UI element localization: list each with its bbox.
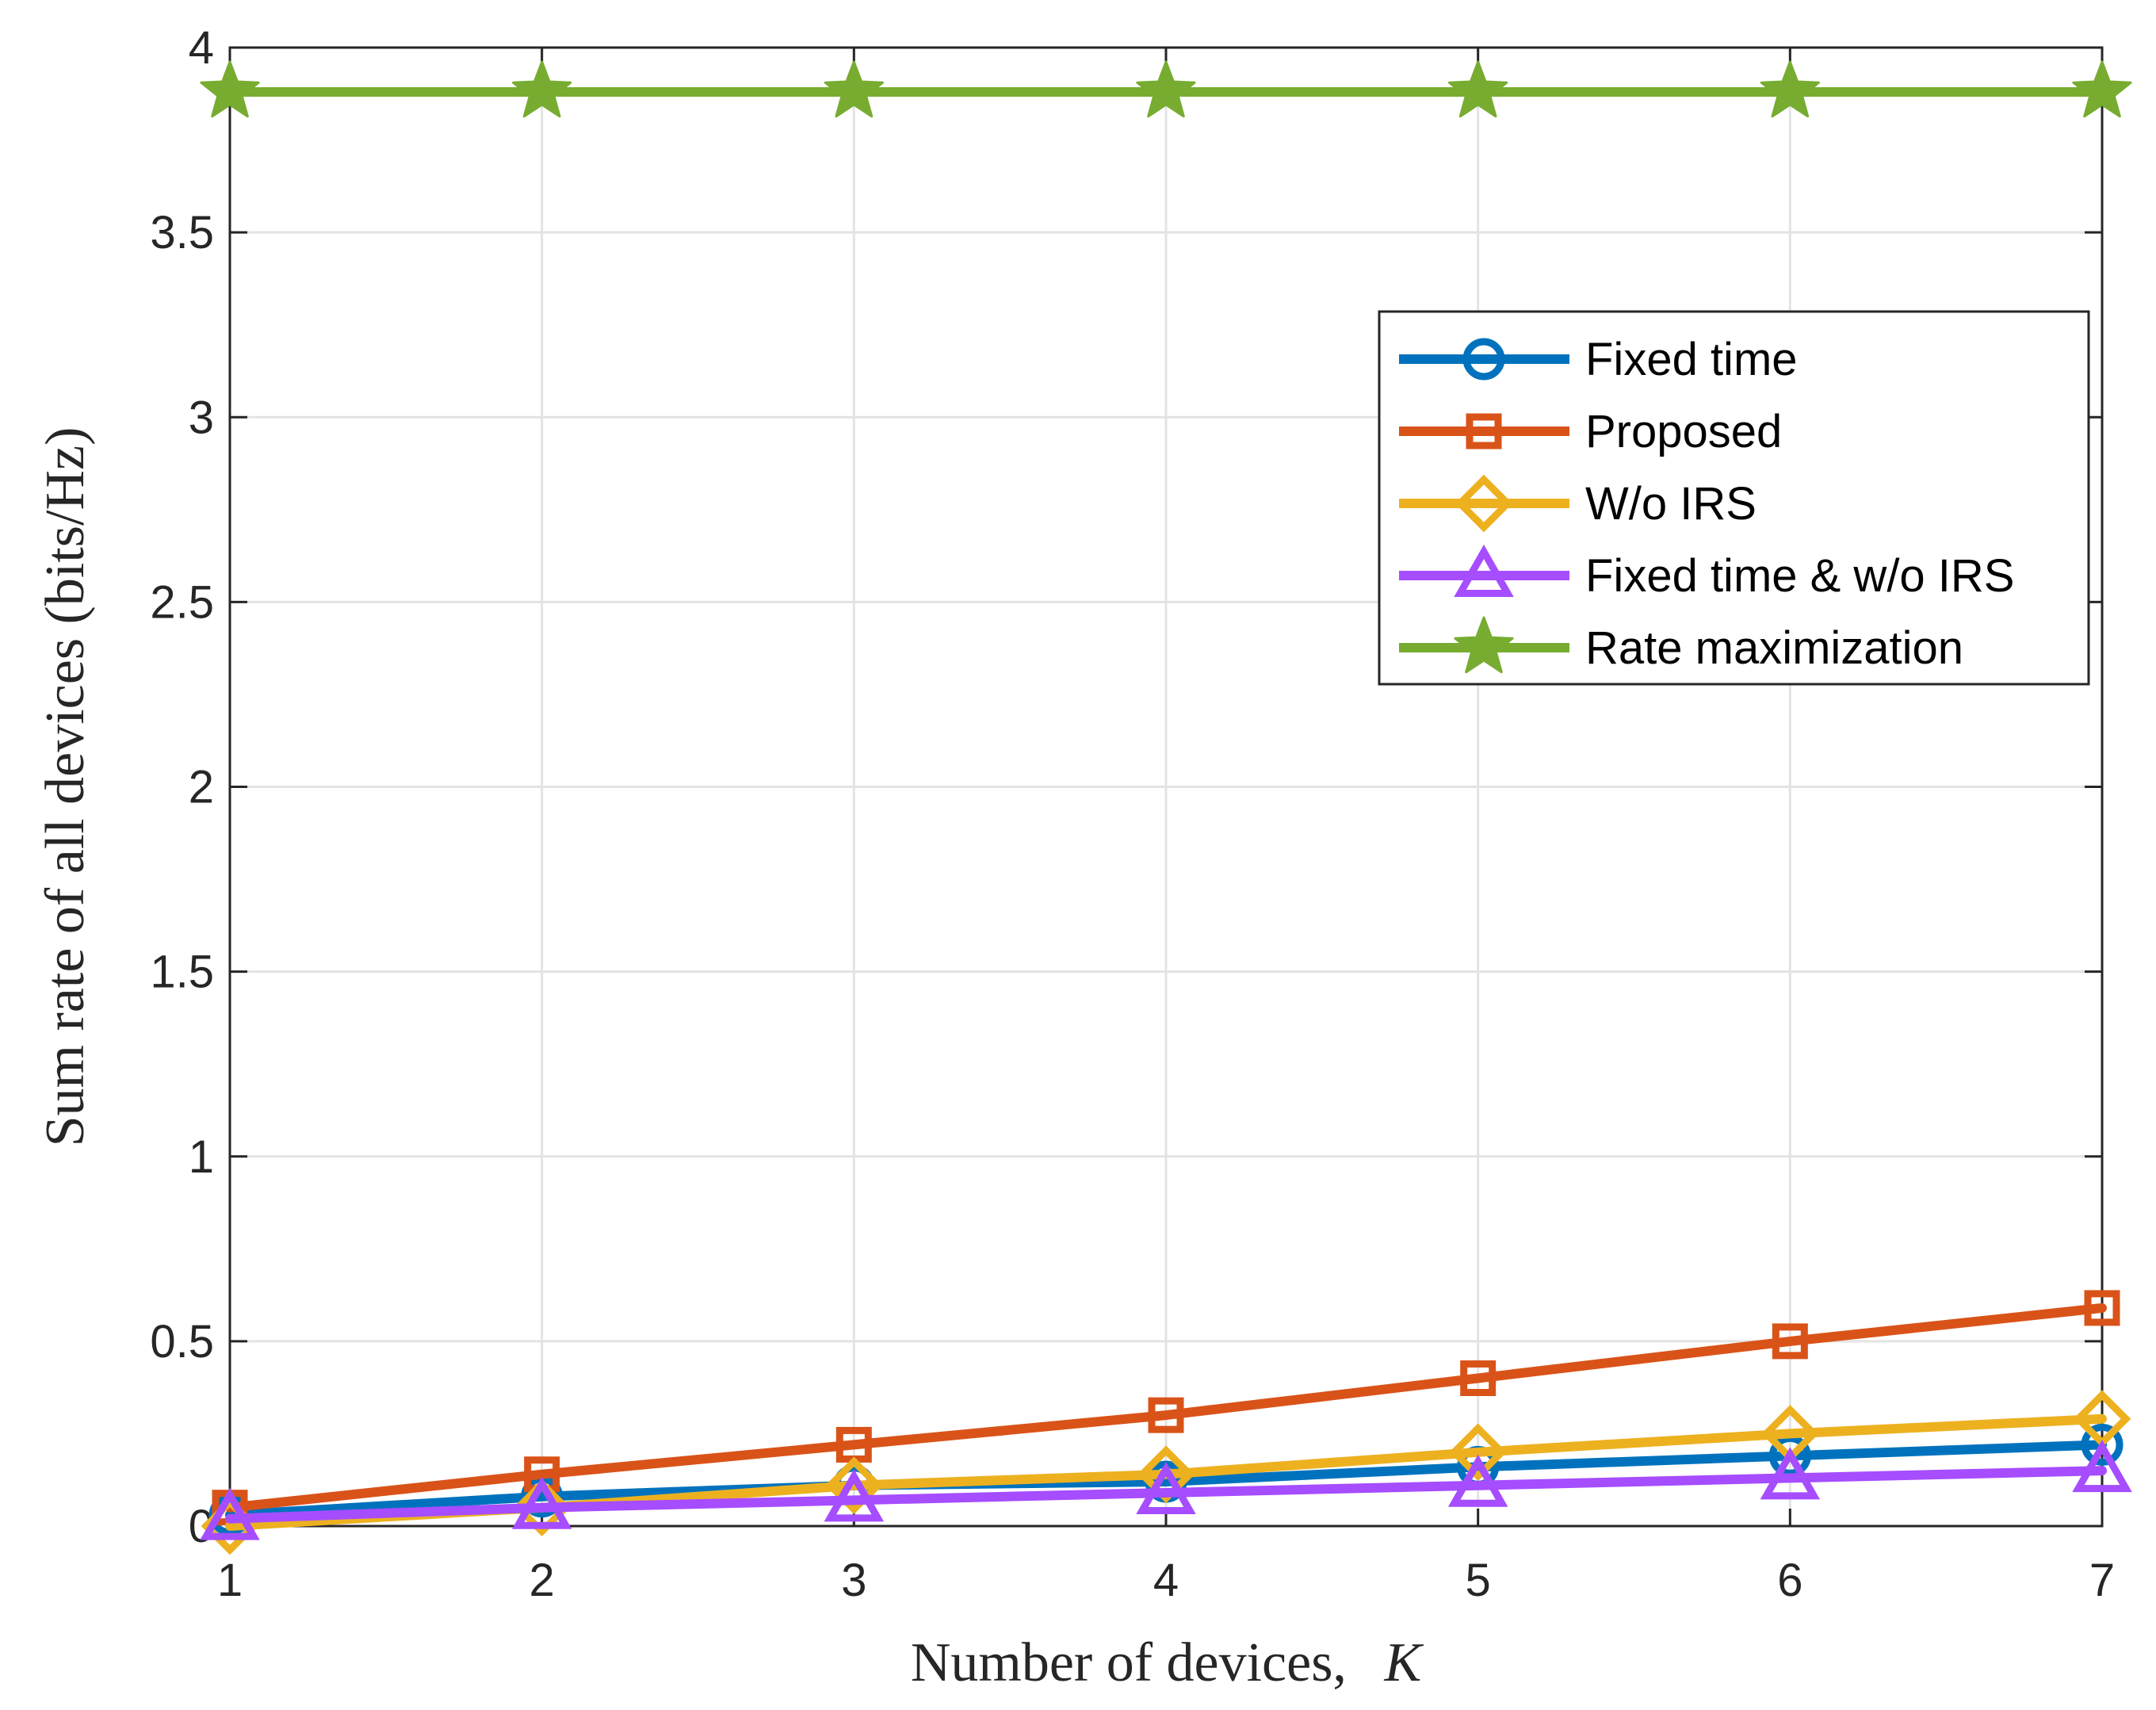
x-tick-label: 4 <box>1153 1555 1179 1606</box>
legend-label: Rate maximization <box>1585 622 1963 674</box>
data-point-proposed <box>1148 1397 1184 1433</box>
legend-marker <box>1455 474 1513 533</box>
legend-marker <box>1454 544 1514 597</box>
data-point-w-o-irs <box>1449 1423 1508 1482</box>
data-point-fixed-time-w-o-irs <box>1760 1447 1821 1500</box>
data-point-fixed-time-w-o-irs <box>1447 1454 1508 1507</box>
y-tick-label: 1 <box>189 1131 214 1183</box>
series-layer <box>200 60 2132 1555</box>
data-point-w-o-irs <box>513 1479 571 1537</box>
x-tick-label: 5 <box>1466 1555 1491 1606</box>
legend-item-rate-maximization: Rate maximization <box>1399 616 1963 674</box>
legend-label: Fixed time & w/o IRS <box>1585 550 2014 602</box>
data-point-rate-maximization <box>824 60 884 118</box>
y-tick-label: 3.5 <box>150 207 214 258</box>
legend-label: Proposed <box>1585 406 1782 457</box>
data-point-w-o-irs <box>824 1456 883 1515</box>
legend-label: Fixed time <box>1585 334 1798 385</box>
data-point-rate-maximization <box>512 60 572 118</box>
series-line-proposed <box>225 1303 2107 1513</box>
series-fixed-time-w-o-irs <box>200 1439 2132 1540</box>
legend-label: W/o IRS <box>1585 478 1757 530</box>
data-point-fixed-time-w-o-irs <box>200 1487 260 1540</box>
data-point-fixed-time <box>2081 1423 2124 1466</box>
data-point-fixed-time-w-o-irs <box>2072 1439 2132 1493</box>
x-tick-label: 7 <box>2089 1555 2115 1606</box>
x-tick-label: 1 <box>217 1555 243 1606</box>
legend-item-w-o-irs: W/o IRS <box>1399 474 1757 533</box>
data-point-fixed-time-w-o-irs <box>511 1476 572 1529</box>
legend-item-fixed-time: Fixed time <box>1399 334 1798 385</box>
x-axis-label-text: Number of devices, <box>911 1632 1347 1693</box>
legend-item-fixed-time-w-o-irs: Fixed time & w/o IRS <box>1399 544 2014 602</box>
data-point-rate-maximization <box>1448 60 1508 118</box>
data-point-fixed-time-w-o-irs <box>1136 1461 1196 1515</box>
data-point-proposed <box>2084 1290 2120 1326</box>
legend: Fixed time Proposed W/o IRS Fixed time & w/… <box>1378 310 2090 686</box>
data-point-proposed <box>1772 1323 1808 1360</box>
series-line-fixed-time-w-o-irs <box>225 1466 2107 1524</box>
data-point-rate-maximization <box>1136 60 1196 118</box>
x-tick-label: 6 <box>1777 1555 1802 1606</box>
legend-item-proposed: Proposed <box>1399 406 1782 457</box>
legend-marker <box>1454 616 1514 674</box>
legend-marker <box>1462 338 1505 381</box>
y-tick-label: 0.5 <box>150 1316 214 1368</box>
legend-marker <box>1466 413 1502 449</box>
data-point-w-o-irs <box>1137 1445 1195 1504</box>
y-tick-label: 3 <box>189 392 214 443</box>
x-tick-label: 3 <box>841 1555 866 1606</box>
data-point-rate-maximization <box>1760 60 1820 118</box>
x-axis-label: Number of devices, K <box>911 1632 1424 1693</box>
y-tick-label: 2.5 <box>150 576 214 628</box>
data-point-proposed <box>1460 1360 1497 1396</box>
data-point-fixed-time-w-o-irs <box>824 1469 885 1522</box>
y-tick-label: 2 <box>189 762 214 813</box>
series-rate-maximization <box>200 60 2132 118</box>
y-tick-label: 4 <box>189 22 214 74</box>
y-tick-label: 1.5 <box>150 947 214 998</box>
axis-ticks: 1 2 3 4 5 6 700.511.522.533.54 <box>150 22 2115 1606</box>
x-tick-label: 2 <box>529 1555 555 1606</box>
y-axis-label: Sum rate of all devices (bits/Hz) <box>35 427 96 1147</box>
data-point-rate-maximization <box>200 60 260 118</box>
data-point-rate-maximization <box>2072 60 2132 118</box>
x-axis-label-symbol: K <box>1383 1632 1424 1693</box>
